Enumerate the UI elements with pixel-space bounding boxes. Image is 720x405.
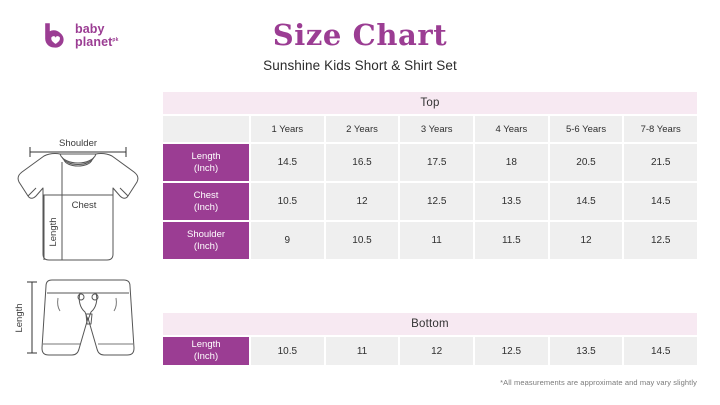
table-bottom-band-title: Bottom — [163, 313, 697, 335]
table-top-corner-cell — [163, 116, 249, 142]
table-top-col-header: 5-6 Years — [549, 116, 623, 142]
table-row-label: Length (Inch) — [163, 144, 249, 181]
table-cell: 10.5 — [251, 337, 324, 365]
table-cell: 17.5 — [400, 144, 474, 181]
row-label-line2: (Inch) — [193, 351, 219, 362]
table-cell: 12.5 — [400, 183, 474, 220]
row-label-line1: Shoulder — [186, 228, 226, 240]
table-cell: 12 — [325, 183, 399, 220]
table-cell: 14.5 — [624, 337, 698, 365]
size-table-top: Top 1 Years 2 Years 3 Years 4 Years 5-6 … — [163, 92, 698, 259]
garment-diagram: Shoulder Chest Length — [14, 138, 139, 356]
table-row: Length (Inch) 10.5 11 12 12.5 13.5 14.5 — [163, 337, 698, 365]
table-cell: 12.5 — [475, 337, 548, 365]
brand-logo: baby planetpk — [42, 22, 118, 50]
table-cell: 14.5 — [549, 183, 623, 220]
row-label-line2: (Inch) — [193, 240, 219, 252]
table-row: Chest (Inch) 10.5 12 12.5 13.5 14.5 14.5 — [163, 183, 698, 220]
table-top-col-header: 1 Years — [251, 116, 324, 142]
row-label-line1: Length — [191, 150, 221, 162]
table-cell: 13.5 — [549, 337, 623, 365]
table-top-header-row: 1 Years 2 Years 3 Years 4 Years 5-6 Year… — [163, 116, 698, 142]
shirt-length-label: Length — [48, 217, 59, 246]
table-cell: 12 — [400, 337, 474, 365]
table-cell: 10.5 — [325, 222, 399, 259]
row-label-line2: (Inch) — [193, 162, 219, 174]
shirt-chest-label: Chest — [72, 200, 97, 211]
table-row-label: Length (Inch) — [163, 337, 249, 365]
baby-planet-b-heart-logo-icon — [45, 23, 64, 48]
brand-wordmark: baby planetpk — [75, 21, 119, 49]
table-cell: 12 — [549, 222, 623, 259]
row-label-line2: (Inch) — [193, 201, 219, 213]
table-cell: 9 — [251, 222, 324, 259]
table-cell: 11 — [325, 337, 399, 365]
table-cell: 13.5 — [475, 183, 548, 220]
brand-line-1: baby — [75, 21, 105, 36]
table-row: Length (Inch) 14.5 16.5 17.5 18 20.5 21.… — [163, 144, 698, 181]
kids-shorts-outline-icon — [27, 279, 135, 356]
table-cell: 11 — [400, 222, 474, 259]
table-cell: 12.5 — [624, 222, 698, 259]
table-row-label: Shoulder (Inch) — [163, 222, 249, 259]
table-row-label: Chest (Inch) — [163, 183, 249, 220]
table-row: Shoulder (Inch) 9 10.5 11 11.5 12 12.5 — [163, 222, 698, 259]
brand-tm: pk — [112, 36, 119, 43]
row-label-line1: Chest — [193, 189, 219, 201]
kids-tshirt-outline-icon — [17, 147, 139, 261]
size-table-bottom: Bottom Length (Inch) 10.5 11 12 12.5 13.… — [163, 313, 698, 365]
table-top-col-header: 3 Years — [400, 116, 474, 142]
table-top-col-header: 4 Years — [475, 116, 548, 142]
page-subtitle: Sunshine Kids Short & Shirt Set — [263, 58, 457, 73]
table-cell: 14.5 — [251, 144, 324, 181]
shirt-shoulder-label: Shoulder — [59, 138, 97, 149]
brand-line-2: planetpk — [75, 35, 119, 49]
table-cell: 10.5 — [251, 183, 324, 220]
measurements-footnote: *All measurements are approximate and ma… — [500, 378, 697, 387]
table-cell: 11.5 — [475, 222, 548, 259]
garment-illustrations: Shoulder Chest Length — [8, 132, 158, 380]
table-top-col-header: 7-8 Years — [624, 116, 698, 142]
table-cell: 20.5 — [549, 144, 623, 181]
table-cell: 18 — [475, 144, 548, 181]
table-top-col-header: 2 Years — [325, 116, 399, 142]
row-label-line1: Length — [191, 339, 221, 351]
shorts-length-label: Length — [14, 303, 25, 332]
table-cell: 21.5 — [624, 144, 698, 181]
table-cell: 14.5 — [624, 183, 698, 220]
page-title: Size Chart — [272, 18, 448, 52]
table-top-band-title: Top — [163, 92, 697, 114]
table-cell: 16.5 — [325, 144, 399, 181]
